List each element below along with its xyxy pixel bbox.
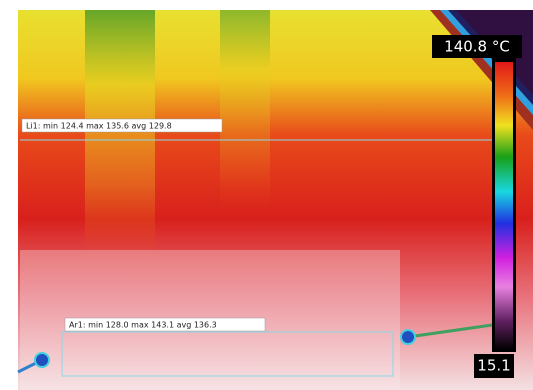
scale-max: 140.8 °C <box>444 38 510 56</box>
area-label: Ar1: min 128.0 max 143.1 avg 136.3 <box>69 321 217 330</box>
color-scale <box>495 62 513 350</box>
warm-streak <box>85 10 155 260</box>
pipe-end <box>35 353 49 367</box>
thermal-view: Li1: min 124.4 max 135.6 avg 129.8 Ar1: … <box>0 0 533 390</box>
line-label: Li1: min 124.4 max 135.6 avg 129.8 <box>26 122 172 131</box>
page: Li1: min 124.4 max 135.6 avg 129.8 Ar1: … <box>0 0 533 390</box>
warm-streak <box>220 10 270 210</box>
scale-min: 15.1 <box>477 357 510 375</box>
pipe-end <box>401 330 415 344</box>
